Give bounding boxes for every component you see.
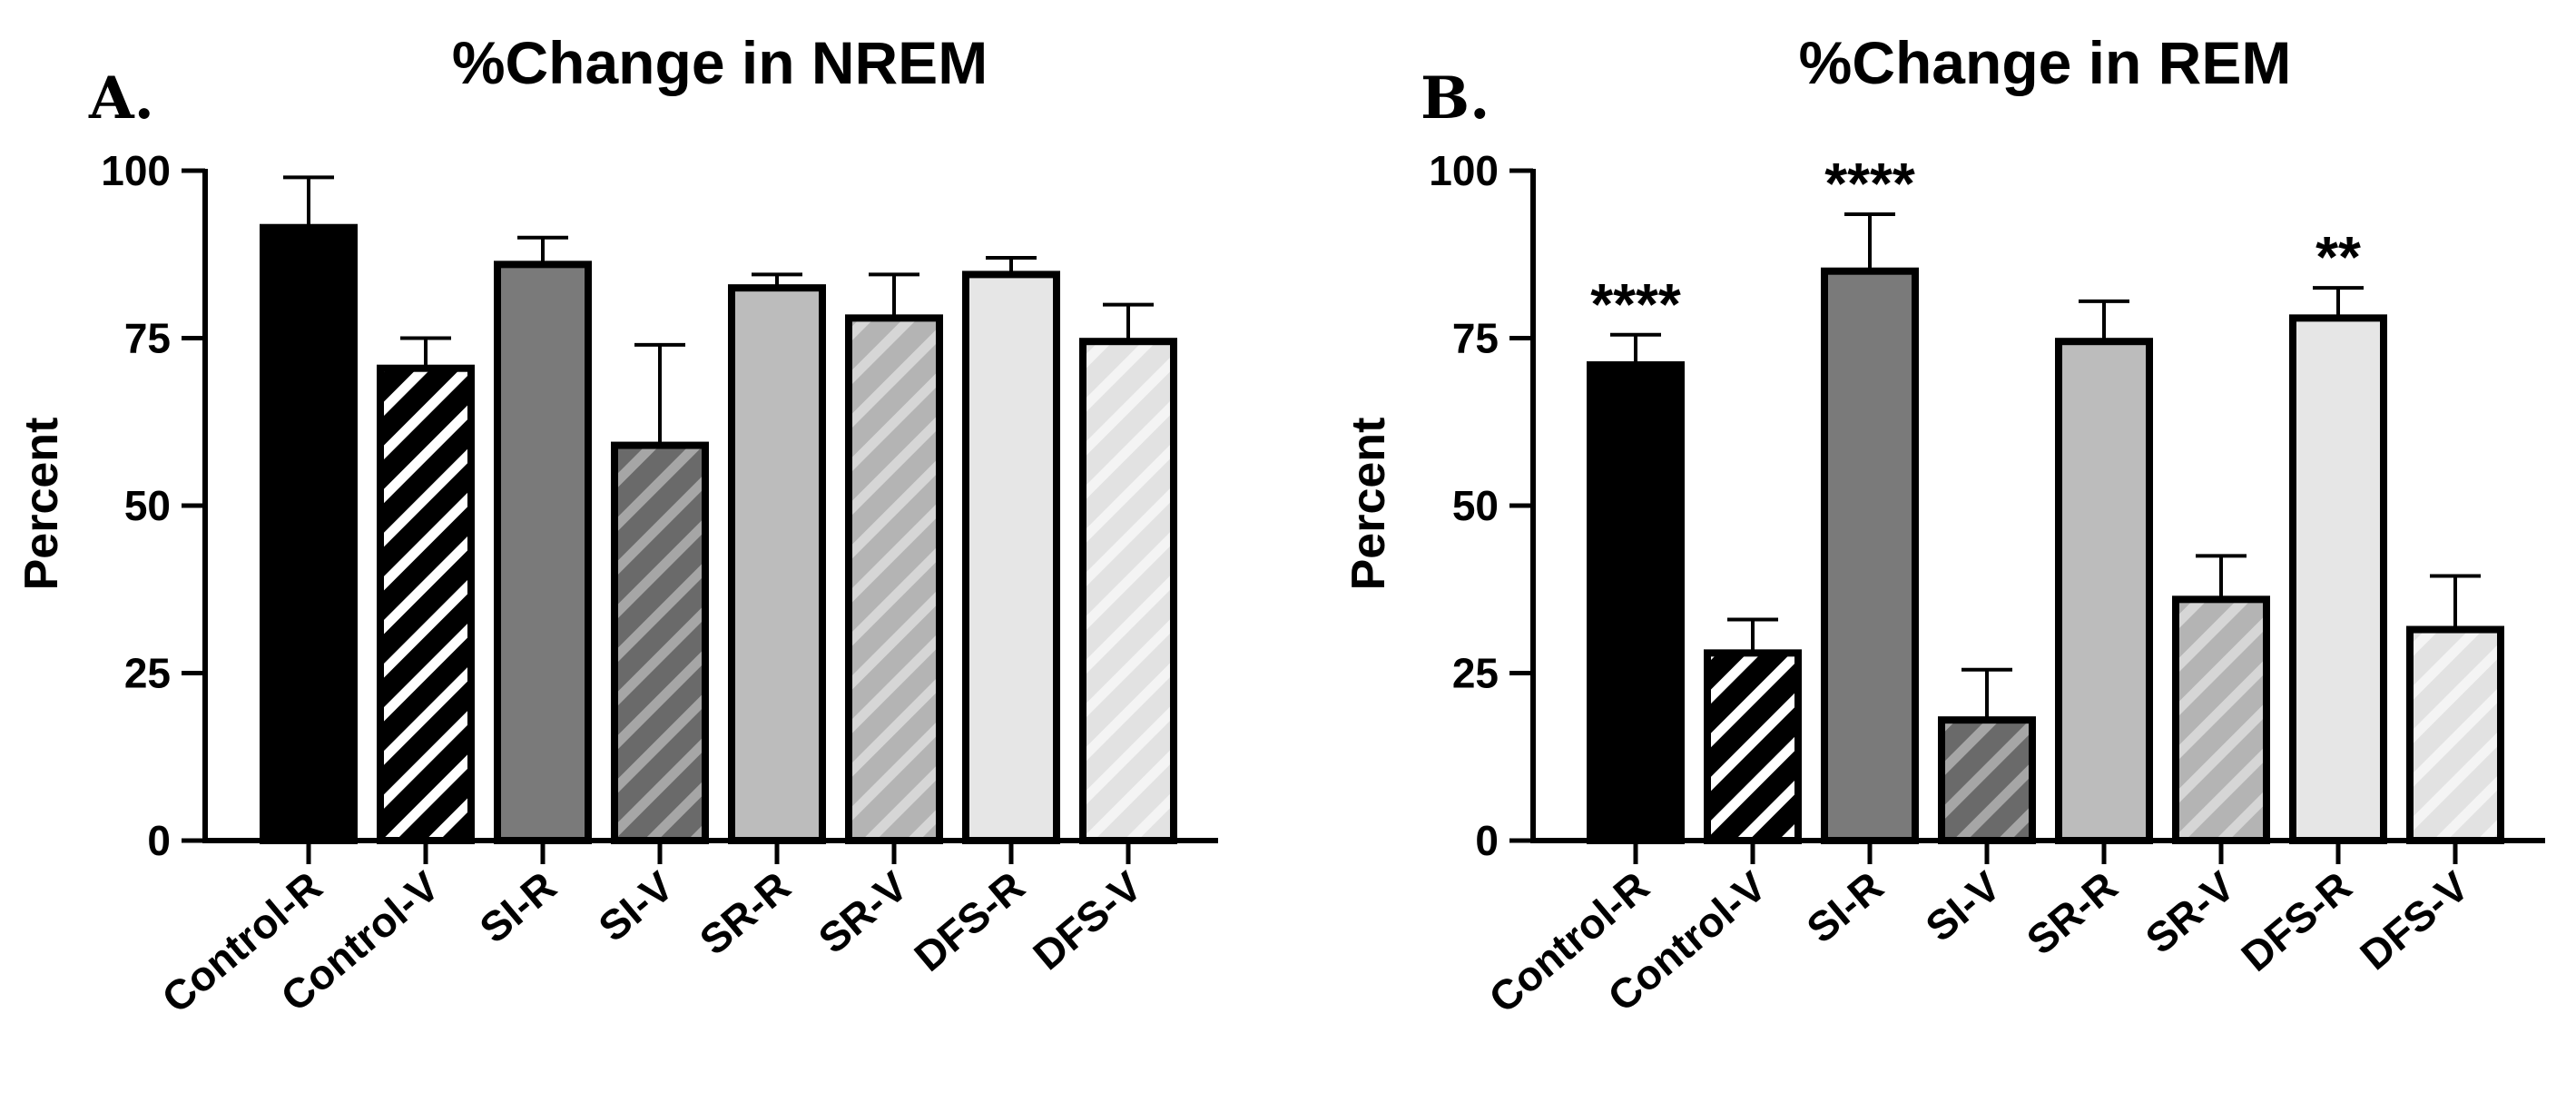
significance-marker: ** — [2315, 224, 2361, 290]
chart-title: %Change in REM — [1799, 29, 2292, 96]
y-tick-label: 25 — [124, 650, 171, 697]
category-label: SI-V — [1916, 862, 2009, 951]
category-label: SI-V — [589, 862, 682, 951]
y-tick-label: 50 — [1452, 482, 1499, 529]
category-label: SR-V — [810, 862, 917, 963]
category-label: DFS-R — [2232, 862, 2360, 980]
significance-marker: **** — [1590, 271, 1681, 337]
category-label: SI-R — [471, 862, 565, 952]
category-label: DFS-V — [2351, 862, 2477, 979]
y-tick-label: 50 — [124, 482, 171, 529]
y-ticks: 0 25 50 75 100 — [1429, 147, 1533, 864]
bar-control-v — [1704, 649, 1802, 844]
y-tick-label: 100 — [1429, 147, 1499, 194]
y-tick-label: 75 — [1452, 315, 1499, 362]
chart-title: %Change in NREM — [452, 29, 988, 96]
bar-sr-v — [845, 314, 943, 844]
bar-si-v — [611, 441, 709, 844]
category-label: SR-V — [2137, 862, 2244, 963]
panel-letter: B. — [1421, 64, 1490, 133]
bar-si-r — [1821, 267, 1919, 844]
bar-dfs-v — [2406, 625, 2504, 845]
y-axis-label: Percent — [15, 418, 68, 591]
y-tick-label: 0 — [1475, 817, 1499, 864]
bar-control-r — [1587, 361, 1685, 844]
bar-si-v — [1938, 716, 2036, 844]
y-tick-label: 100 — [101, 147, 171, 194]
axes — [1530, 169, 2545, 864]
bar-sr-r — [2055, 338, 2153, 844]
bar-dfs-v — [1079, 338, 1177, 844]
bars — [260, 175, 1177, 845]
category-label: SR-R — [691, 862, 800, 964]
bar-dfs-r — [2289, 314, 2387, 844]
bar-si-r — [494, 261, 592, 844]
y-tick-label: 75 — [124, 315, 171, 362]
bar-sr-r — [728, 284, 826, 844]
y-ticks: 0 25 50 75 100 — [101, 147, 205, 864]
bar-dfs-r — [962, 271, 1060, 844]
category-label: DFS-V — [1024, 862, 1150, 979]
y-axis-label: Percent — [1342, 418, 1395, 591]
bar-sr-v — [2172, 595, 2270, 844]
panel-letter: A. — [88, 64, 154, 133]
significance-marker: **** — [1824, 151, 1915, 216]
category-label: DFS-R — [905, 862, 1033, 980]
category-label: SR-R — [2018, 862, 2127, 964]
bars: ********** — [1587, 151, 2504, 845]
axes — [202, 169, 1218, 864]
y-tick-label: 0 — [147, 817, 171, 864]
category-label: SI-R — [1798, 862, 1893, 952]
bar-control-r — [260, 223, 358, 845]
y-tick-label: 25 — [1452, 650, 1499, 697]
bar-control-v — [377, 364, 475, 844]
